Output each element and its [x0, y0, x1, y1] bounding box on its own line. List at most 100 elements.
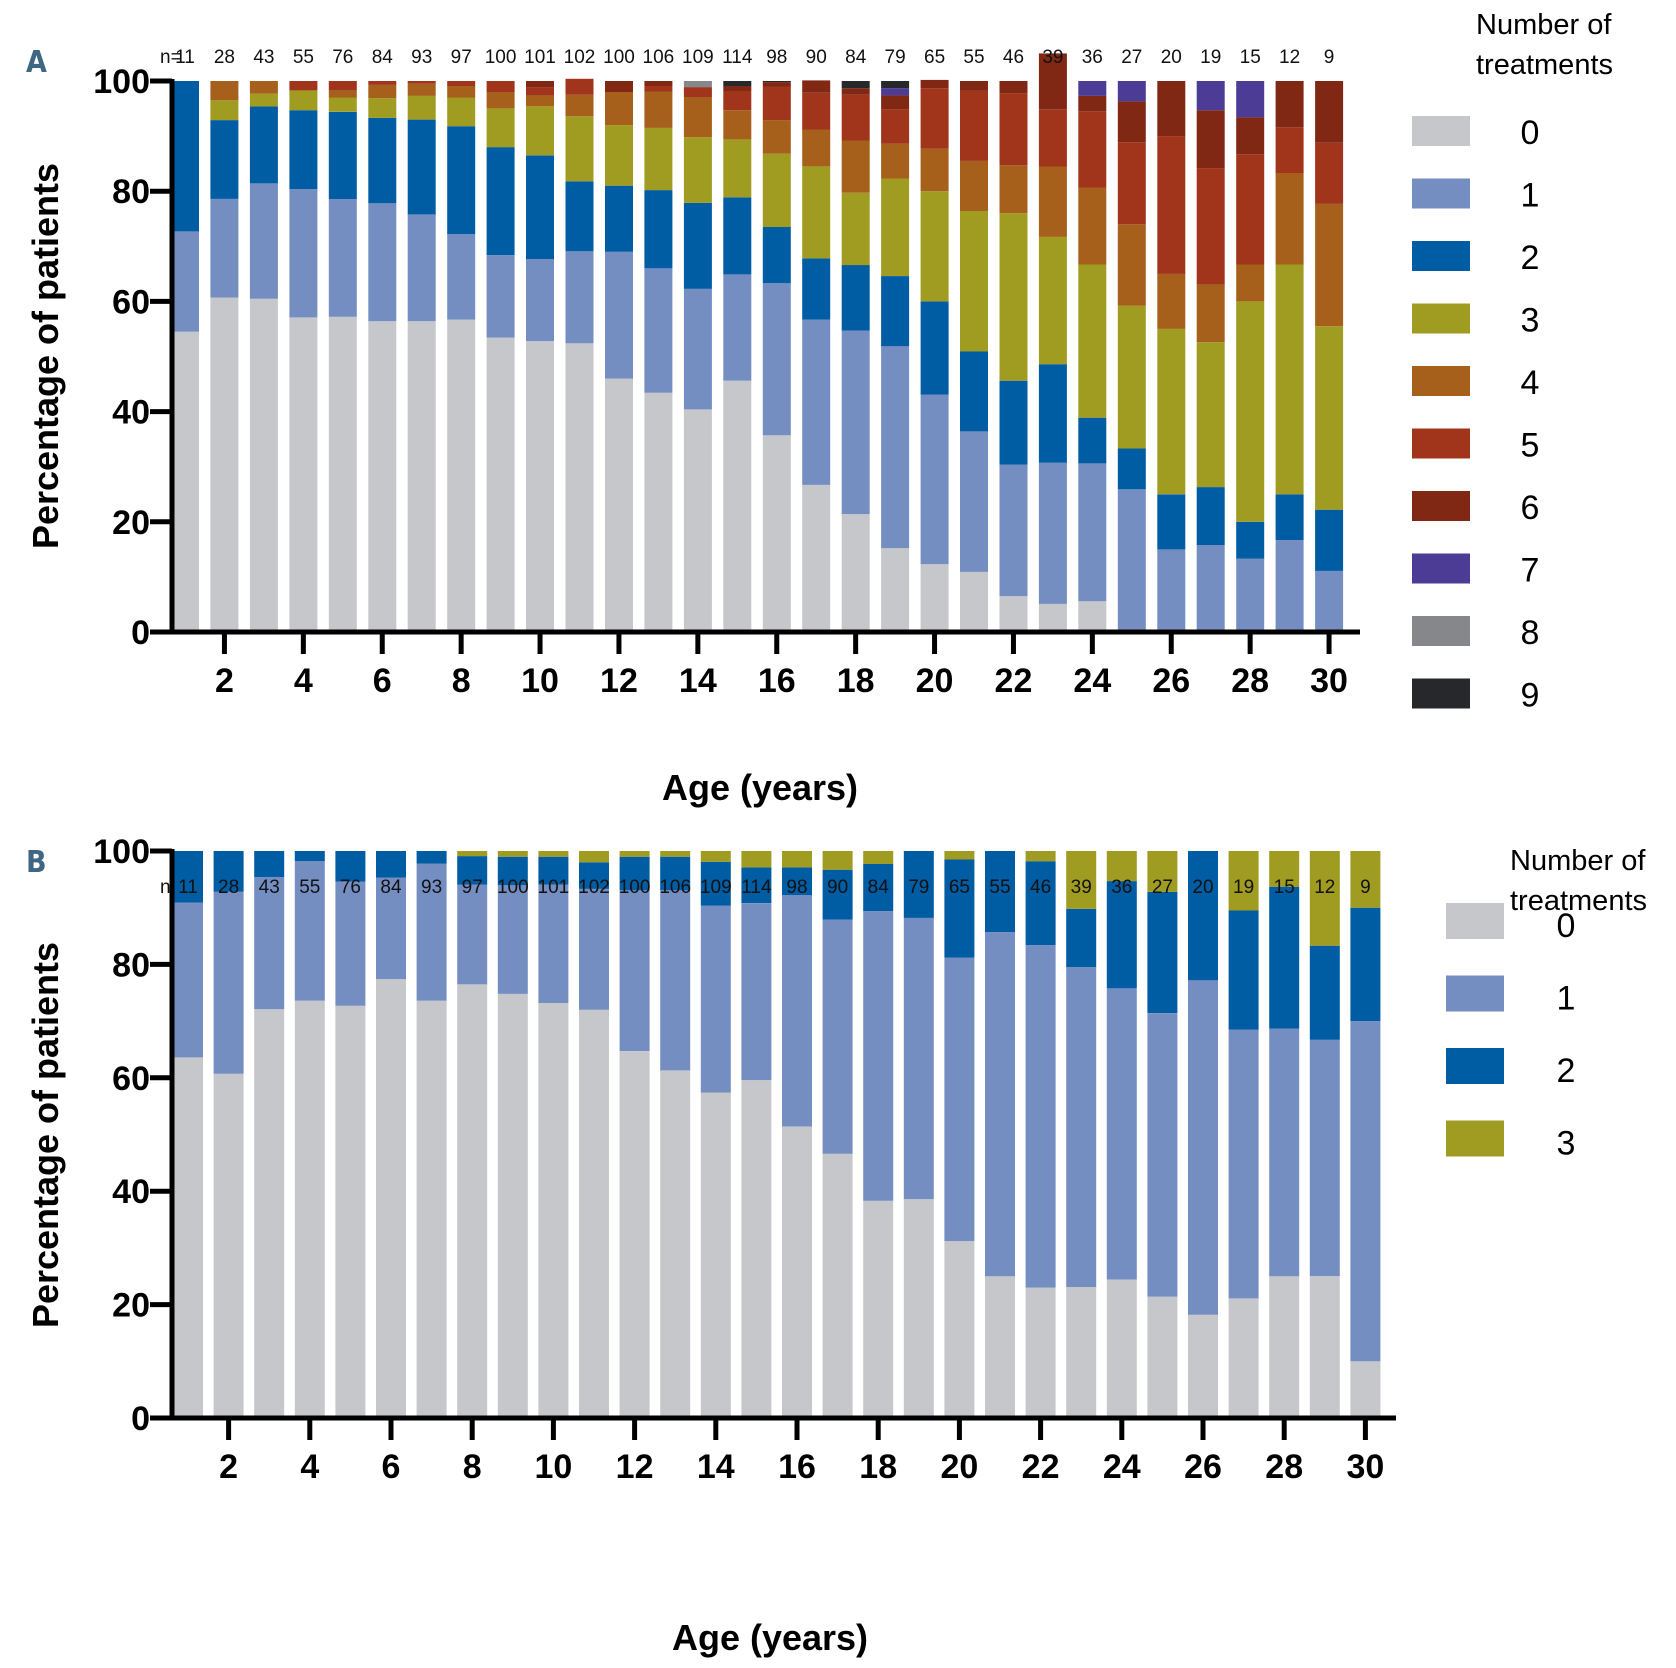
bar-segment-age-13-treatments-6	[644, 81, 673, 86]
legend-label-3: 3	[1521, 302, 1540, 340]
bar-segment-age-12-treatments-0	[619, 1051, 650, 1418]
x-tick-label: 8	[452, 662, 471, 700]
bar-segment-age-10-treatments-0	[538, 1003, 569, 1418]
n-label: 90	[827, 877, 848, 898]
bar-segment-age-12-treatments-1	[619, 890, 650, 1052]
x-tick-label: 14	[697, 1448, 735, 1486]
bar-segment-age-19-treatments-1	[881, 346, 910, 549]
bar-segment-age-19-treatments-7	[881, 88, 910, 96]
n-label: 15	[1240, 47, 1261, 68]
bar-segment-age-3-treatments-3	[249, 93, 278, 107]
bar-segment-age-18-treatments-3	[841, 192, 870, 266]
bar-segment-age-20-treatments-5	[920, 88, 949, 149]
n-label: 9	[1360, 877, 1371, 898]
n-label: 93	[411, 47, 432, 68]
bar-segment-age-6-treatments-1	[376, 877, 406, 980]
n-label: 106	[643, 47, 675, 68]
n-label: 102	[564, 47, 596, 68]
bar-segment-age-19-treatments-1	[903, 917, 934, 1200]
legend-swatch-7	[1412, 553, 1470, 584]
bar-segment-age-15-treatments-4	[723, 110, 752, 140]
n-label: 114	[741, 877, 772, 898]
bar-segment-age-11-treatments-0	[565, 343, 594, 632]
bar-segment-age-9-treatments-0	[497, 993, 528, 1418]
bar-segment-age-14-treatments-2	[700, 861, 731, 906]
bar-segment-age-15-treatments-3	[741, 851, 772, 868]
bar-segment-age-16-treatments-3	[782, 851, 812, 868]
legend-swatch-2	[1446, 1048, 1504, 1084]
bar-segment-age-21-treatments-6	[960, 81, 988, 91]
bar-segment-age-8-treatments-1	[457, 884, 488, 985]
bar-segment-age-7-treatments-0	[407, 321, 436, 632]
x-tick-label: 4	[294, 662, 313, 700]
bar-segment-age-18-treatments-6	[841, 88, 870, 95]
bar-segment-age-28-treatments-2	[1236, 521, 1265, 559]
bar-segment-age-9-treatments-1	[497, 885, 528, 994]
bar-segment-age-25-treatments-3	[1147, 851, 1178, 892]
legend-title-a-line2: treatments	[1476, 49, 1613, 81]
bar-segment-age-26-treatments-0	[1188, 1314, 1218, 1418]
n-label: 79	[908, 877, 929, 898]
bar-segment-age-15-treatments-1	[741, 903, 772, 1081]
x-tick-label: 12	[600, 662, 638, 700]
bar-segment-age-17-treatments-1	[822, 919, 853, 1154]
x-tick-label: 18	[859, 1448, 897, 1486]
bar-segment-age-10-treatments-6	[526, 81, 554, 88]
bar-segment-age-16-treatments-6	[762, 82, 791, 87]
bar-segment-age-12-treatments-2	[605, 185, 633, 252]
bar-segment-age-24-treatments-3	[1078, 264, 1107, 418]
bar-segment-age-7-treatments-2	[407, 119, 436, 215]
bar-segment-age-16-treatments-1	[762, 283, 791, 436]
bar-segment-age-8-treatments-3	[457, 851, 488, 857]
x-tick-label: 8	[463, 1448, 482, 1486]
bar-segment-age-13-treatments-1	[644, 268, 673, 393]
n-label: 84	[372, 47, 394, 68]
legend-swatch-8	[1412, 616, 1470, 646]
n-label: 11	[178, 877, 198, 898]
legend-title-b-line2: treatments	[1510, 885, 1647, 917]
n-label: 114	[722, 47, 753, 68]
bar-segment-age-28-treatments-4	[1236, 264, 1265, 302]
x-tick-label: 14	[679, 662, 717, 700]
panel-label-a: A	[26, 45, 47, 80]
bar-segment-age-19-treatments-5	[881, 109, 910, 144]
x-tick-label: 22	[995, 662, 1033, 700]
bar-segment-age-18-treatments-9	[841, 81, 870, 89]
bar-segment-age-13-treatments-2	[660, 856, 691, 891]
bar-segment-age-22-treatments-6	[999, 81, 1028, 94]
bar-segment-age-8-treatments-2	[447, 126, 476, 235]
bar-segment-age-14-treatments-1	[700, 905, 731, 1093]
y-tick-label: 60	[112, 283, 150, 321]
n-label: 76	[340, 877, 361, 898]
bar-segment-age-20-treatments-2	[944, 859, 975, 958]
bar-segment-age-23-treatments-5	[1038, 109, 1067, 167]
bar-segment-age-19-treatments-6	[881, 95, 910, 110]
n-label: 36	[1082, 47, 1103, 68]
bar-segment-age-12-treatments-6	[605, 81, 633, 92]
bar-segment-age-4-treatments-1	[294, 861, 325, 1001]
x-tick-label: 30	[1346, 1448, 1384, 1486]
bar-segment-age-14-treatments-5	[683, 87, 712, 97]
bar-segment-age-28-treatments-6	[1236, 117, 1265, 155]
bar-segment-age-30-treatments-6	[1315, 81, 1344, 143]
legend-label-4: 4	[1521, 364, 1540, 402]
legend-label-2: 2	[1557, 1052, 1576, 1090]
bar-segment-age-29-treatments-2	[1275, 494, 1304, 540]
bar-segment-age-17-treatments-3	[802, 166, 831, 259]
x-tick-label: 10	[521, 662, 559, 700]
y-tick-label: 0	[131, 1400, 150, 1438]
bar-segment-age-26-treatments-6	[1157, 81, 1186, 137]
x-tick-label: 16	[758, 662, 796, 700]
bar-segment-age-21-treatments-0	[960, 571, 988, 632]
bar-segment-age-10-treatments-2	[538, 856, 569, 885]
x-tick-label: 22	[1022, 1448, 1060, 1486]
bar-segment-age-5-treatments-2	[335, 851, 366, 882]
bar-segment-age-24-treatments-0	[1106, 1279, 1137, 1418]
bar-segment-age-30-treatments-2	[1315, 509, 1344, 571]
bar-segment-age-15-treatments-0	[723, 380, 752, 632]
bar-segment-age-14-treatments-0	[700, 1092, 731, 1418]
bar-segment-age-15-treatments-6	[723, 86, 752, 91]
bar-segment-age-27-treatments-2	[1196, 487, 1225, 545]
bar-segment-age-25-treatments-2	[1147, 891, 1178, 1014]
